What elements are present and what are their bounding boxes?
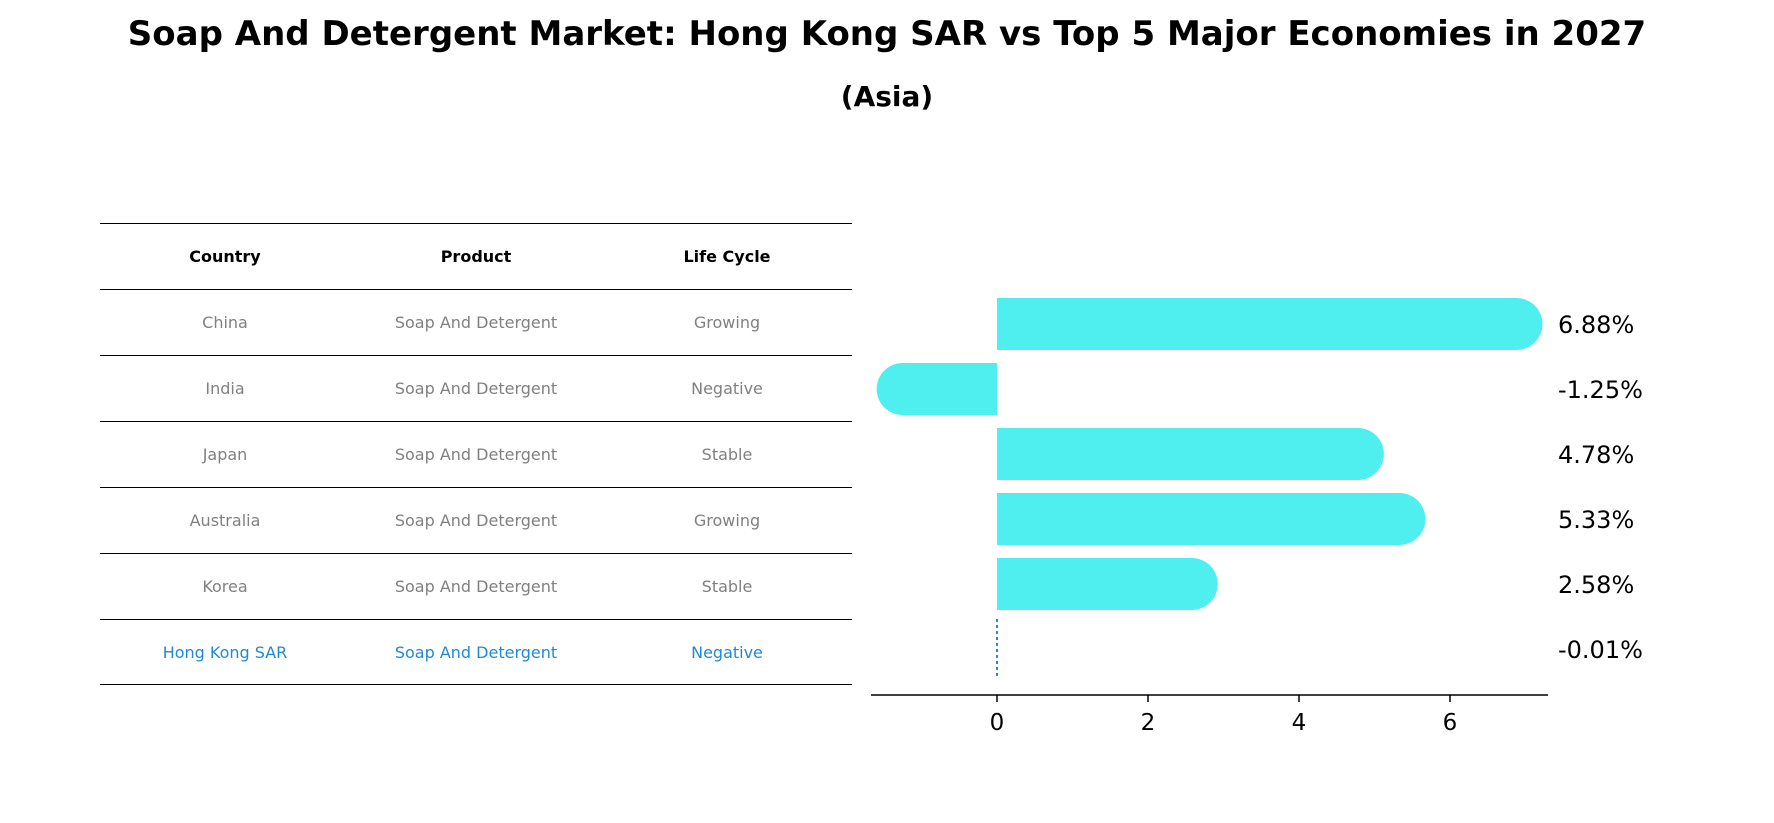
country-cell: Hong Kong SAR [162, 643, 288, 662]
bar-value-label: -0.01% [1558, 636, 1643, 664]
bar [997, 558, 1218, 610]
life-cycle-cell: Growing [693, 313, 761, 332]
country-cell: China [202, 313, 248, 332]
header-country: Country [189, 247, 261, 266]
product-cell: Soap And Detergent [394, 379, 558, 398]
country-cell: India [205, 379, 245, 398]
table-row: India Soap And Detergent Negative [100, 355, 852, 421]
bar-value-label: 5.33% [1558, 506, 1634, 534]
life-cycle-cell: Growing [693, 511, 761, 530]
country-cell: Japan [202, 445, 248, 464]
chart-title: Soap And Detergent Market: Hong Kong SAR… [127, 14, 1647, 54]
product-cell: Soap And Detergent [394, 313, 558, 332]
bar [876, 363, 997, 415]
life-cycle-cell: Stable [701, 445, 753, 464]
table-header-row: Country Product Life Cycle [100, 223, 852, 289]
comparison-table: Country Product Life Cycle China Soap An… [100, 223, 852, 685]
life-cycle-cell: Negative [691, 379, 763, 398]
life-cycle-cell: Negative [691, 643, 763, 662]
bar [997, 298, 1543, 350]
x-tick-label: 4 [1292, 710, 1307, 736]
x-tick-label: 2 [1141, 710, 1156, 736]
x-tick-label: 6 [1443, 710, 1458, 736]
bar-value-label: 4.78% [1558, 441, 1634, 469]
table-row: Korea Soap And Detergent Stable [100, 553, 852, 619]
product-cell: Soap And Detergent [394, 643, 558, 662]
x-tick-label: 0 [990, 710, 1005, 736]
product-cell: Soap And Detergent [394, 511, 558, 530]
table-row: Australia Soap And Detergent Growing [100, 487, 852, 553]
table-row: Japan Soap And Detergent Stable [100, 421, 852, 487]
country-cell: Korea [202, 577, 248, 596]
header-life-cycle: Life Cycle [683, 247, 771, 266]
bar [997, 493, 1426, 545]
chart-subtitle: (Asia) [840, 80, 934, 113]
country-cell: Australia [189, 511, 261, 530]
product-cell: Soap And Detergent [394, 445, 558, 464]
life-cycle-cell: Stable [701, 577, 753, 596]
bar [997, 428, 1384, 480]
bar-value-label: 6.88% [1558, 311, 1634, 339]
table-row: China Soap And Detergent Growing [100, 289, 852, 355]
product-cell: Soap And Detergent [394, 577, 558, 596]
bar-value-label: 2.58% [1558, 571, 1634, 599]
header-product: Product [440, 247, 512, 266]
table-row-highlight: Hong Kong SAR Soap And Detergent Negativ… [100, 619, 852, 685]
bar-value-label: -1.25% [1558, 376, 1643, 404]
